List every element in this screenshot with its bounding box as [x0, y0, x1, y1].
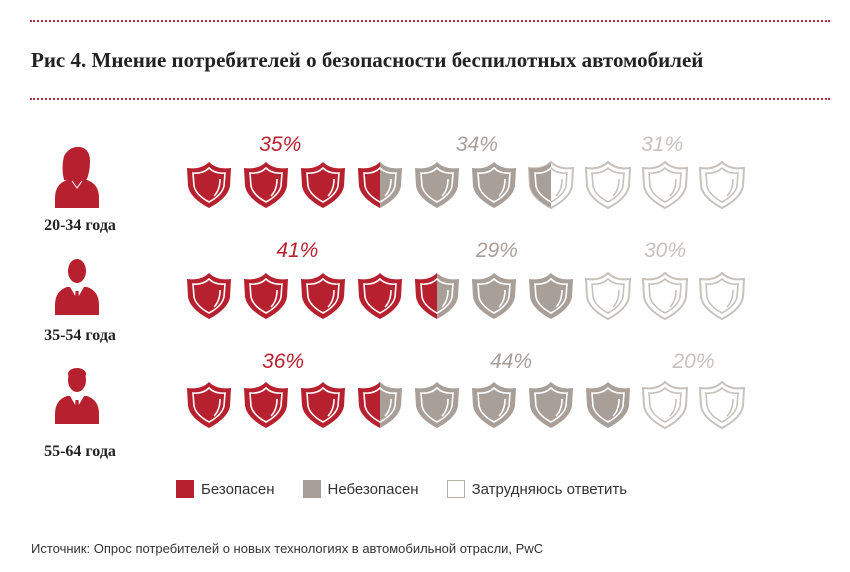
shield-icon — [698, 160, 746, 210]
percent-label: 35% — [259, 133, 301, 156]
legend-label-unsafe: Небезопасен — [327, 480, 419, 498]
legend-item-safe: Безопасен — [176, 480, 275, 498]
shield-icon — [244, 382, 288, 428]
percent-label: 30% — [644, 239, 686, 262]
legend-label-unsure: Затрудняюсь ответить — [471, 480, 628, 498]
shield-icon — [244, 162, 288, 208]
shield-icon — [641, 160, 689, 210]
percent-label: 41% — [276, 239, 318, 262]
shield-icon — [584, 271, 632, 321]
shield-icon — [641, 271, 689, 321]
woman-avatar-icon — [55, 146, 99, 208]
shield-icon — [358, 382, 402, 428]
shield-icon — [301, 162, 345, 208]
shield-icon — [527, 160, 575, 210]
chart-title: Рис 4. Мнение потребителей о безопасност… — [31, 48, 704, 72]
legend-item-unsure: Затрудняюсь ответить — [446, 480, 628, 498]
shield-icon — [187, 273, 231, 319]
shield-icon — [415, 382, 459, 428]
shield-icon — [698, 271, 746, 321]
legend-swatch-safe — [176, 480, 194, 498]
man-avatar-icon — [55, 259, 99, 315]
percent-label: 31% — [641, 133, 683, 156]
top-dotted-divider — [30, 20, 830, 22]
legend: Безопасен Небезопасен Затрудняюсь ответи… — [176, 480, 655, 498]
age-group-label: 35-54 года — [44, 327, 116, 344]
legend-swatch-unsure — [446, 480, 465, 498]
shield-icon — [698, 380, 746, 430]
legend-swatch-unsafe — [302, 480, 321, 498]
bearded-man-avatar-icon — [55, 367, 99, 424]
source-note: Источник: Опрос потребителей о новых тех… — [31, 541, 544, 556]
shield-icon — [415, 162, 459, 208]
title-dotted-divider — [30, 98, 830, 100]
age-group-label: 55-64 года — [44, 443, 116, 460]
shield-icon — [301, 273, 345, 319]
shield-icon — [244, 273, 288, 319]
pictogram-chart: 35% 34% 31% 20-34 года 41% 29% 30% 35-54 года 36… — [44, 133, 746, 460]
shield-icon — [187, 162, 231, 208]
shield-icon — [472, 162, 516, 208]
shield-icon — [472, 273, 516, 319]
age-group-label: 20-34 года — [44, 217, 116, 234]
percent-label: 44% — [490, 350, 532, 373]
percent-label: 34% — [456, 133, 498, 156]
shield-icon — [358, 162, 402, 208]
shield-icon — [584, 160, 632, 210]
shield-icon — [529, 382, 573, 428]
legend-item-unsafe: Небезопасен — [302, 480, 419, 498]
shield-icon — [529, 273, 573, 319]
percent-label: 36% — [262, 350, 304, 373]
shield-icon — [586, 382, 630, 428]
legend-label-safe: Безопасен — [201, 480, 275, 498]
percent-label: 20% — [671, 350, 714, 373]
shield-icon — [187, 382, 231, 428]
shield-icon — [301, 382, 345, 428]
shield-icon — [641, 380, 689, 430]
shield-icon — [358, 273, 402, 319]
shield-icon — [415, 273, 459, 319]
percent-label: 29% — [475, 239, 518, 262]
shield-icon — [472, 382, 516, 428]
